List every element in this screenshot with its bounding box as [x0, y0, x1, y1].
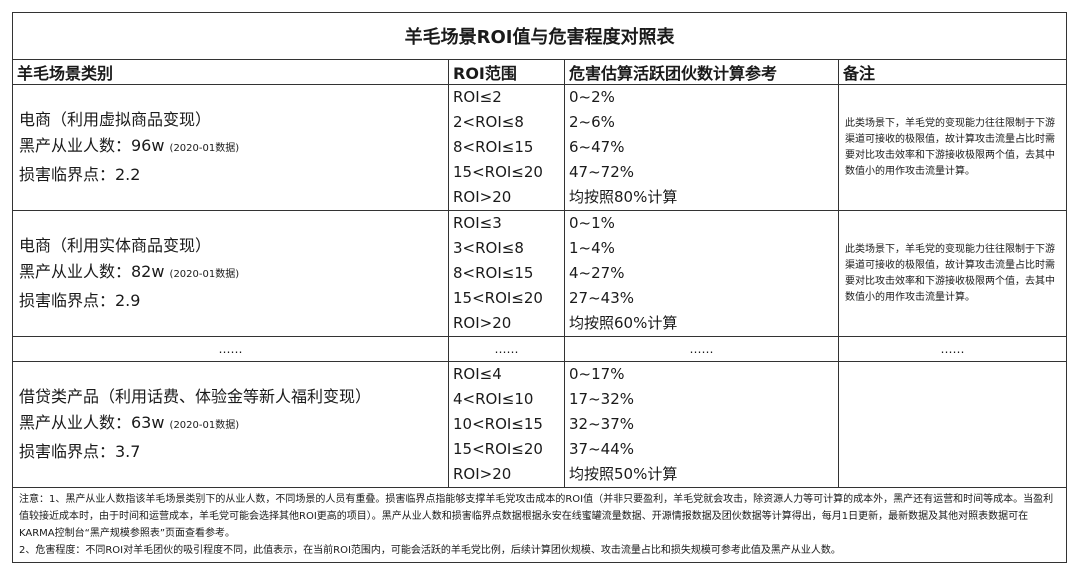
damage-threshold: 损害临界点：2.2	[19, 165, 141, 184]
workers-count: 黑产从业人数：96w (2020-01数据)	[19, 133, 444, 162]
roi-range-item: 2<ROI≤8	[453, 113, 524, 131]
hazard-cell: 0~2% 2~6% 6~47% 47~72% 均按照80%计算	[564, 84, 839, 211]
footnote-row: 注意：1、黑产从业人数指该羊毛场景类别下的从业人数，不同场景的人员有重叠。损害临…	[11, 487, 1068, 563]
roi-range-item: 10<ROI≤15	[453, 415, 543, 433]
table-title: 羊毛场景ROI值与危害程度对照表	[11, 12, 1068, 60]
category-cell: 电商（利用实体商品变现） 黑产从业人数：82w (2020-01数据) 损害临界…	[12, 210, 449, 337]
workers-note: (2020-01数据)	[169, 420, 240, 431]
hazard-cell: 0~1% 1~4% 4~27% 27~43% 均按照60%计算	[564, 210, 839, 337]
roi-range-item: 15<ROI≤20	[453, 440, 543, 458]
header-roi-range: ROI范围	[448, 59, 565, 85]
hazard-item: 27~43%	[569, 289, 634, 307]
roi-range-item: ROI>20	[453, 188, 512, 206]
ellipsis-cell: ……	[564, 336, 839, 362]
roi-range-item: 4<ROI≤10	[453, 390, 534, 408]
roi-hazard-table-sheet: 羊毛场景ROI值与危害程度对照表 羊毛场景类别 ROI范围 危害估算活跃团伙数计…	[11, 12, 1068, 569]
hazard-item: 均按照60%计算	[569, 314, 678, 332]
damage-threshold: 损害临界点：2.9	[19, 291, 141, 310]
hazard-item: 均按照80%计算	[569, 188, 678, 206]
category-name: 电商（利用虚拟商品变现）	[19, 110, 212, 129]
hazard-item: 17~32%	[569, 390, 634, 408]
hazard-item: 0~1%	[569, 214, 615, 232]
ellipsis-cell: ……	[12, 336, 449, 362]
footnote-2: 2、危害程度：不同ROI对羊毛团伙的吸引程度不同，此值表示，在当前ROI范围内，…	[19, 545, 841, 556]
roi-range-item: 15<ROI≤20	[453, 289, 543, 307]
remark-cell: 此类场景下，羊毛党的变现能力往往限制于下游渠道可接收的极限值，故计算攻击流量占比…	[837, 84, 1068, 211]
table-row: 电商（利用实体商品变现） 黑产从业人数：82w (2020-01数据) 损害临界…	[12, 210, 1068, 337]
title-row: 羊毛场景ROI值与危害程度对照表	[11, 12, 1068, 60]
roi-range-cell: ROI≤3 3<ROI≤8 8<ROI≤15 15<ROI≤20 ROI>20	[448, 210, 565, 337]
hazard-item: 37~44%	[569, 440, 634, 458]
footnote-1: 注意：1、黑产从业人数指该羊毛场景类别下的从业人数，不同场景的人员有重叠。损害临…	[19, 494, 1054, 539]
hazard-item: 0~17%	[569, 365, 625, 383]
hazard-item: 均按照50%计算	[569, 465, 678, 483]
workers-note: (2020-01数据)	[169, 269, 240, 280]
category-cell: 电商（利用虚拟商品变现） 黑产从业人数：96w (2020-01数据) 损害临界…	[12, 84, 449, 211]
roi-range-cell: ROI≤4 4<ROI≤10 10<ROI≤15 15<ROI≤20 ROI>2…	[448, 361, 565, 488]
remark-cell: 此类场景下，羊毛党的变现能力往往限制于下游渠道可接收的极限值，故计算攻击流量占比…	[837, 210, 1068, 337]
header-category: 羊毛场景类别	[12, 59, 449, 85]
footnote-cell: 注意：1、黑产从业人数指该羊毛场景类别下的从业人数，不同场景的人员有重叠。损害临…	[11, 487, 1068, 563]
workers-count: 黑产从业人数：82w (2020-01数据)	[19, 259, 444, 288]
hazard-item: 32~37%	[569, 415, 634, 433]
workers-note: (2020-01数据)	[169, 143, 240, 154]
category-cell: 借贷类产品（利用话费、体验金等新人福利变现） 黑产从业人数：63w (2020-…	[12, 361, 449, 488]
roi-range-item: 8<ROI≤15	[453, 264, 534, 282]
roi-range-item: ROI≤4	[453, 365, 502, 383]
damage-threshold: 损害临界点：3.7	[19, 442, 141, 461]
hazard-cell: 0~17% 17~32% 32~37% 37~44% 均按照50%计算	[564, 361, 839, 488]
roi-range-item: 15<ROI≤20	[453, 163, 543, 181]
roi-range-cell: ROI≤2 2<ROI≤8 8<ROI≤15 15<ROI≤20 ROI>20	[448, 84, 565, 211]
roi-range-item: ROI>20	[453, 465, 512, 483]
roi-hazard-table: 羊毛场景ROI值与危害程度对照表 羊毛场景类别 ROI范围 危害估算活跃团伙数计…	[11, 12, 1068, 563]
ellipsis-cell: ……	[837, 336, 1068, 362]
roi-range-item: 8<ROI≤15	[453, 138, 534, 156]
header-row: 羊毛场景类别 ROI范围 危害估算活跃团伙数计算参考 备注	[12, 59, 1068, 85]
roi-range-item: ROI≤2	[453, 88, 502, 106]
header-remark: 备注	[837, 59, 1068, 85]
workers-count: 黑产从业人数：63w (2020-01数据)	[19, 410, 444, 439]
hazard-item: 6~47%	[569, 138, 625, 156]
table-row: 电商（利用虚拟商品变现） 黑产从业人数：96w (2020-01数据) 损害临界…	[12, 84, 1068, 211]
roi-range-item: 3<ROI≤8	[453, 239, 524, 257]
hazard-item: 1~4%	[569, 239, 615, 257]
remark-cell	[837, 361, 1068, 488]
roi-range-item: ROI>20	[453, 314, 512, 332]
header-hazard-estimate: 危害估算活跃团伙数计算参考	[564, 59, 839, 85]
table-row: 借贷类产品（利用话费、体验金等新人福利变现） 黑产从业人数：63w (2020-…	[12, 361, 1068, 488]
hazard-item: 47~72%	[569, 163, 634, 181]
category-name: 借贷类产品（利用话费、体验金等新人福利变现）	[19, 387, 372, 406]
hazard-item: 0~2%	[569, 88, 615, 106]
ellipsis-cell: ……	[448, 336, 565, 362]
workers-label: 黑产从业人数：82w	[19, 262, 165, 281]
hazard-item: 2~6%	[569, 113, 615, 131]
workers-label: 黑产从业人数：96w	[19, 136, 165, 155]
workers-label: 黑产从业人数：63w	[19, 413, 165, 432]
category-name: 电商（利用实体商品变现）	[19, 236, 212, 255]
ellipsis-row: …… …… …… ……	[12, 336, 1068, 362]
hazard-item: 4~27%	[569, 264, 625, 282]
roi-range-item: ROI≤3	[453, 214, 502, 232]
